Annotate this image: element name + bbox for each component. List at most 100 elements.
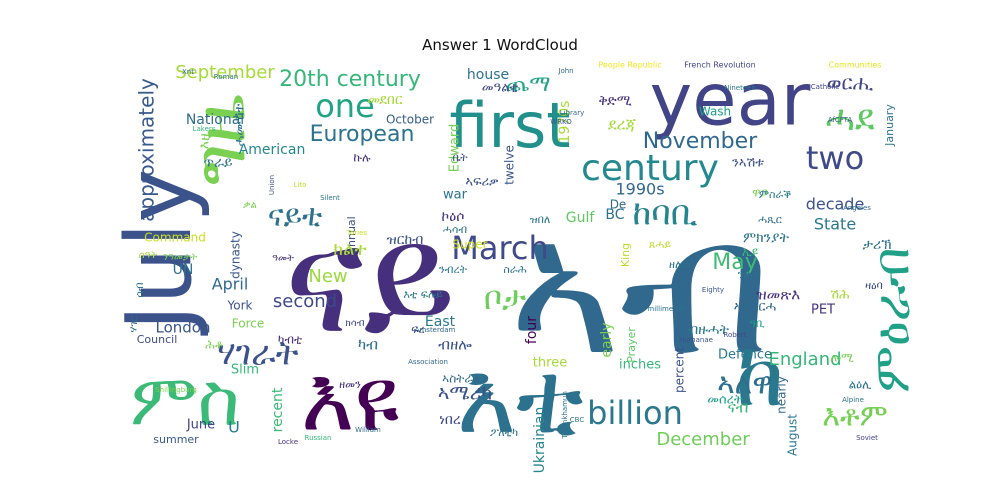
word-63: summer <box>153 433 199 446</box>
word-97: Shillingburg <box>155 386 197 394</box>
word-94: Amsterdam <box>415 326 456 334</box>
word-109: WRKO <box>550 118 572 126</box>
word-111: መደበር <box>367 92 403 108</box>
word-150: ዘመን <box>339 378 361 391</box>
word-19: ከባቢ <box>633 194 698 234</box>
word-154: ፍረ <box>411 323 424 336</box>
word-133: ናብ <box>728 398 749 417</box>
word-117: ኣፍሪቃ <box>465 175 498 190</box>
word-65: Slim <box>231 363 259 378</box>
word-128: ኣስትራልያ <box>442 372 488 386</box>
word-61: recent <box>270 387 286 432</box>
word-3: July <box>107 169 212 336</box>
word-120: ክልተ <box>333 239 366 260</box>
word-119: ሽሕ <box>830 288 850 303</box>
word-76: January <box>883 104 896 147</box>
word-46: 1990s <box>615 180 664 199</box>
word-6: ግዜ <box>178 95 262 186</box>
word-26: ምዕራብ <box>863 247 921 393</box>
word-40: American <box>239 142 306 158</box>
word-130: ሎሚ <box>830 351 854 365</box>
word-10: ከ <box>735 322 785 427</box>
word-22: ቦታ <box>484 279 526 317</box>
word-161: ዝበለ <box>530 213 551 226</box>
word-142: ፖለቲካ <box>490 426 518 439</box>
word-83: Catholic <box>811 83 840 91</box>
word-52: four <box>524 316 540 344</box>
word-35: London <box>156 319 211 337</box>
word-24: ኣለዋ <box>717 367 773 402</box>
word-25: እቶም <box>822 399 888 434</box>
word-159: ሓጺር <box>758 213 782 226</box>
word-29: May <box>712 250 757 275</box>
word-147: ሰዓት <box>139 250 158 261</box>
word-13: 20th century <box>279 67 421 92</box>
word-81: People Republic <box>598 61 661 70</box>
word-96: Association <box>408 358 448 366</box>
word-139: ንብረት <box>439 263 468 276</box>
word-70: dynasty <box>229 231 243 279</box>
word-89: Union <box>268 175 276 195</box>
word-137: ዓመት <box>272 253 294 264</box>
word-100: William <box>355 426 381 434</box>
word-74: PET <box>811 303 835 318</box>
word-136: ኩሉ <box>353 151 371 165</box>
word-157: ዛዕባ <box>865 279 883 292</box>
word-11: ሓደ <box>825 98 874 139</box>
word-56: percent <box>673 347 687 393</box>
word-165: ዘለዉ <box>669 258 691 271</box>
word-66: York <box>227 299 253 313</box>
word-41: 1970s <box>557 101 573 144</box>
word-155: ዓቢ <box>749 317 764 330</box>
word-33: September <box>175 62 275 83</box>
word-15: two <box>806 139 864 177</box>
word-79: U <box>228 418 240 437</box>
word-110: Lito <box>294 181 307 189</box>
word-51: East <box>425 314 456 330</box>
word-114: ቅድሚ <box>598 93 631 109</box>
word-37: April <box>212 275 249 294</box>
word-39: National <box>186 112 244 128</box>
word-125: ብዙሓት <box>687 322 729 338</box>
word-112: መዓልቲ <box>482 81 519 96</box>
word-64: Council <box>137 333 178 346</box>
word-27: ወርሒ <box>827 71 874 95</box>
word-93: Robert <box>723 331 746 339</box>
word-68: UN <box>173 262 194 278</box>
word-75: Wash <box>699 105 731 119</box>
word-50: Gulf <box>566 210 596 226</box>
word-48: State <box>814 215 856 234</box>
word-67: Force <box>232 317 264 331</box>
word-57: Defence <box>718 348 772 363</box>
word-49: BC <box>605 207 624 223</box>
word-108: Tutankhamun <box>561 391 569 440</box>
word-90: Angeles <box>843 204 871 212</box>
word-164: ሓሳብ <box>443 223 467 236</box>
word-23: billion <box>587 394 683 432</box>
word-72: Super <box>452 238 487 252</box>
word-5: year <box>650 58 811 142</box>
word-113: ደረጃ <box>608 115 637 134</box>
word-82: Communities <box>829 61 882 70</box>
word-45: war <box>443 188 468 203</box>
word-55: inches <box>619 358 661 373</box>
word-73: King <box>619 243 632 267</box>
word-162: ክሳብ <box>345 318 364 329</box>
word-140: መሰረት <box>707 393 743 408</box>
word-91: Eighty <box>702 286 724 294</box>
word-71: annual <box>345 216 358 253</box>
word-118: ንኣሽቱ <box>732 156 764 171</box>
word-84: AfCFTA <box>828 116 853 124</box>
word-148: ቃል <box>243 200 257 211</box>
word-78: De <box>610 198 627 212</box>
word-104: Silent <box>320 194 340 202</box>
word-131: ካብ <box>358 336 378 354</box>
word-99: Locke <box>278 438 298 446</box>
word-80: French Revolution <box>684 61 756 70</box>
word-87: Roman <box>214 73 238 81</box>
word-69: Command <box>144 231 206 245</box>
word-115: ሓሙሽተ <box>233 104 248 147</box>
word-123: እዚ <box>197 131 213 149</box>
